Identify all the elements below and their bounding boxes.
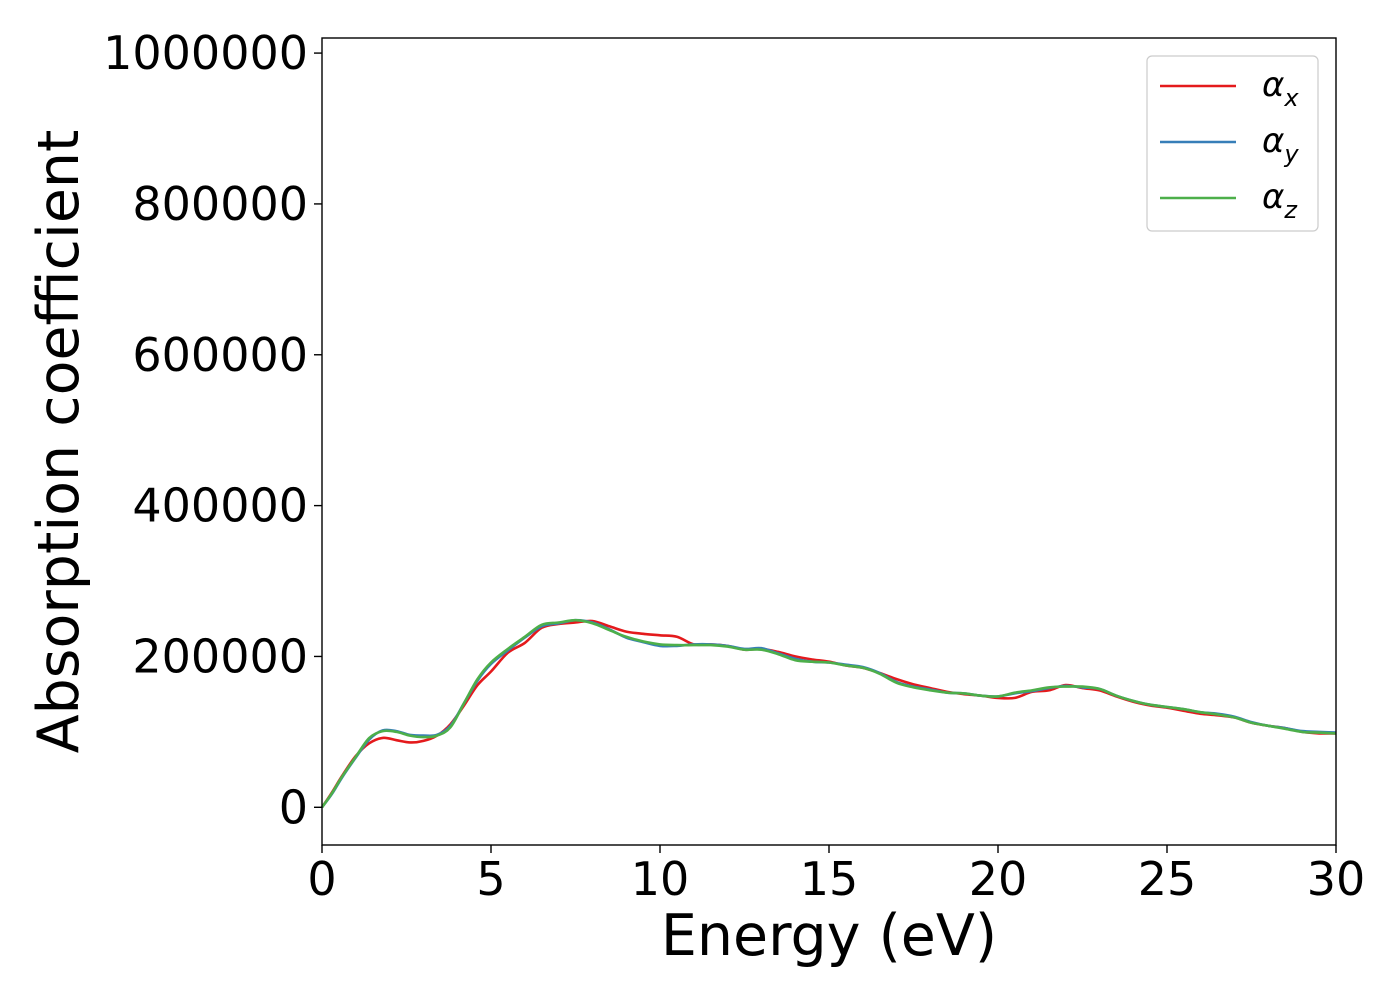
- x-tick-label: 25: [1138, 852, 1197, 906]
- x-tick-label: 10: [631, 852, 690, 906]
- x-tick-label: 15: [800, 852, 859, 906]
- series-layer: [320, 618, 1337, 809]
- y-tick-label: 400000: [132, 479, 308, 533]
- x-tick-label: 5: [476, 852, 505, 906]
- series-line-x: [320, 619, 1337, 809]
- x-tick-label: 30: [1307, 852, 1366, 906]
- x-tick-label: 0: [307, 852, 336, 906]
- y-tick-label: 200000: [132, 629, 308, 683]
- legend-label-z: αz: [1262, 177, 1298, 224]
- legend-subscript: z: [1283, 196, 1298, 224]
- legend-box: [1146, 55, 1319, 232]
- y-tick-label: 800000: [132, 177, 308, 231]
- y-tick-label: 0: [279, 780, 308, 834]
- y-tick-label: 1000000: [103, 26, 308, 80]
- plot-frame: [321, 37, 1337, 846]
- series-line-z: [320, 618, 1337, 809]
- legend-subscript: x: [1283, 84, 1299, 112]
- y-tick-label: 600000: [132, 328, 308, 382]
- x-tick-label: 20: [969, 852, 1028, 906]
- series-line-y: [320, 618, 1337, 809]
- y-axis-label: Absorption coefficient: [26, 130, 92, 754]
- legend-subscript: y: [1283, 140, 1299, 168]
- x-axis-label: Energy (eV): [661, 903, 997, 969]
- tick-layer: 0 5 10 15 20 25 30 0 200000 400000 600000 800000 100…: [103, 26, 1365, 906]
